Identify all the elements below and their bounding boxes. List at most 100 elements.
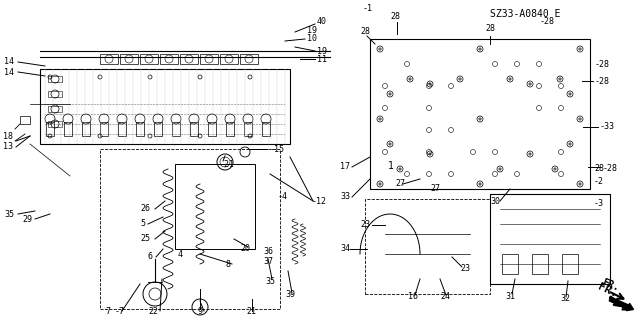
- Text: 16: 16: [408, 292, 418, 301]
- Circle shape: [579, 118, 581, 120]
- Bar: [532, 254, 548, 274]
- Bar: [100, 54, 118, 64]
- Text: -28: -28: [595, 60, 610, 69]
- Circle shape: [559, 78, 561, 80]
- Bar: [240, 54, 258, 64]
- Circle shape: [409, 78, 412, 80]
- Text: 31: 31: [505, 292, 515, 301]
- Text: -33: -33: [600, 122, 615, 131]
- Bar: [48, 91, 62, 97]
- Circle shape: [529, 83, 531, 85]
- Text: 28: 28: [594, 164, 604, 173]
- Text: 5: 5: [140, 219, 145, 228]
- Circle shape: [379, 183, 381, 185]
- Bar: [160, 54, 178, 64]
- Text: 7: 7: [105, 307, 110, 316]
- Circle shape: [399, 168, 401, 170]
- Text: 22: 22: [148, 307, 158, 316]
- Bar: [175, 164, 255, 249]
- Text: -4: -4: [278, 192, 288, 201]
- Text: 19: 19: [317, 47, 327, 56]
- Text: 8: 8: [226, 260, 231, 269]
- Bar: [190, 122, 198, 136]
- Circle shape: [554, 168, 556, 170]
- Text: 17: 17: [340, 162, 350, 171]
- Text: -28: -28: [595, 77, 610, 86]
- Text: 39: 39: [285, 290, 295, 299]
- Text: FR.: FR.: [600, 278, 620, 293]
- Bar: [154, 122, 162, 136]
- Text: -3: -3: [594, 199, 604, 208]
- Text: -28: -28: [603, 164, 618, 173]
- Text: SZ33-A0840 E: SZ33-A0840 E: [490, 9, 561, 19]
- Text: 9: 9: [198, 307, 203, 316]
- Circle shape: [429, 83, 431, 85]
- Bar: [46, 122, 54, 136]
- Text: 28: 28: [390, 12, 400, 21]
- Text: 4: 4: [178, 250, 183, 259]
- Bar: [48, 121, 62, 127]
- Text: 28: 28: [485, 24, 495, 33]
- Text: -28: -28: [540, 17, 555, 26]
- Text: FR.: FR.: [596, 281, 619, 299]
- Text: 25: 25: [140, 234, 150, 243]
- Bar: [172, 122, 180, 136]
- Circle shape: [509, 78, 511, 80]
- Text: 6: 6: [148, 252, 153, 261]
- Text: 34: 34: [340, 244, 350, 253]
- Text: 37: 37: [263, 257, 273, 266]
- Bar: [220, 54, 238, 64]
- Text: -2: -2: [594, 177, 604, 186]
- Text: 11: 11: [317, 55, 327, 64]
- Text: 10: 10: [307, 34, 317, 43]
- Text: 33: 33: [340, 192, 350, 201]
- Bar: [180, 54, 198, 64]
- Text: 24: 24: [440, 292, 450, 301]
- Bar: [100, 122, 108, 136]
- Bar: [120, 54, 138, 64]
- Text: -12: -12: [312, 197, 327, 206]
- Text: 36: 36: [263, 247, 273, 256]
- Bar: [208, 122, 216, 136]
- Circle shape: [379, 48, 381, 50]
- Bar: [140, 54, 158, 64]
- Text: -15: -15: [270, 145, 285, 154]
- Circle shape: [459, 78, 461, 80]
- FancyArrow shape: [609, 297, 634, 311]
- Circle shape: [569, 93, 572, 95]
- Bar: [40, 69, 290, 144]
- Text: 13: 13: [3, 142, 13, 151]
- Text: 40: 40: [317, 17, 327, 26]
- Circle shape: [479, 48, 481, 50]
- Bar: [490, 194, 610, 284]
- Bar: [48, 106, 62, 112]
- Text: 27: 27: [430, 184, 440, 193]
- Text: 18: 18: [3, 132, 13, 141]
- Circle shape: [479, 183, 481, 185]
- Circle shape: [529, 153, 531, 155]
- Text: 35: 35: [4, 210, 14, 219]
- Circle shape: [429, 153, 431, 155]
- Circle shape: [388, 93, 391, 95]
- Text: 28: 28: [360, 27, 370, 36]
- Bar: [226, 122, 234, 136]
- Text: 20: 20: [240, 244, 250, 253]
- Text: 19: 19: [307, 26, 317, 35]
- Text: 30: 30: [490, 197, 500, 206]
- Text: 23: 23: [460, 264, 470, 273]
- Circle shape: [379, 118, 381, 120]
- Text: -21: -21: [220, 160, 235, 169]
- Text: 26: 26: [140, 204, 150, 213]
- Bar: [244, 122, 252, 136]
- Bar: [136, 122, 144, 136]
- Bar: [118, 122, 126, 136]
- Text: 32: 32: [560, 294, 570, 303]
- Text: 29: 29: [22, 215, 32, 224]
- FancyArrow shape: [609, 296, 628, 310]
- Bar: [64, 122, 72, 136]
- Bar: [262, 122, 270, 136]
- Text: 14: 14: [4, 57, 14, 66]
- Bar: [365, 199, 490, 294]
- Circle shape: [569, 143, 572, 145]
- Circle shape: [579, 183, 581, 185]
